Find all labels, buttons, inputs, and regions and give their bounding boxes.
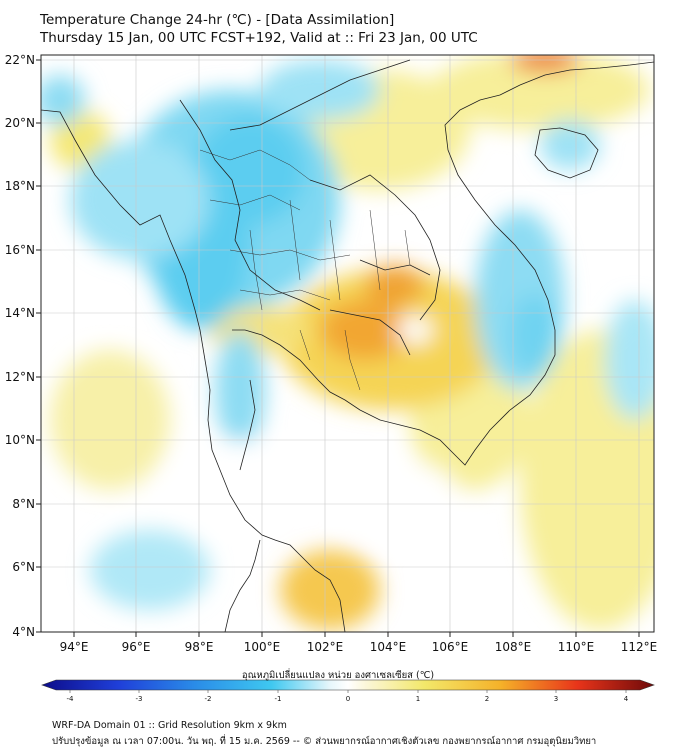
lon-tick-label: 108°E	[495, 640, 532, 654]
coastlines	[41, 59, 654, 632]
lat-tick-label: 20°N	[5, 116, 35, 130]
map-title: Temperature Change 24-hr (℃) - [Data Ass…	[40, 12, 395, 28]
colorbar-tick: 4	[624, 695, 629, 703]
colorbar-tick: 3	[554, 695, 558, 703]
colorbar-tick: 2	[485, 695, 489, 703]
colorbar: -4 -3 -2 -1 0 1 2 3 4	[41, 679, 655, 703]
lat-tick-label: 12°N	[5, 370, 35, 384]
lon-tick-label: 98°E	[185, 640, 214, 654]
lon-tick-label: 94°E	[60, 640, 89, 654]
lat-tick-label: 8°N	[12, 497, 35, 511]
lat-tick-label: 10°N	[5, 433, 35, 447]
lon-tick-label: 100°E	[244, 640, 281, 654]
footer-credit: ปรับปรุงข้อมูล ณ เวลา 07:00น. วัน พฤ. ที…	[52, 736, 597, 747]
lat-tick-label: 6°N	[12, 560, 35, 574]
lon-tick-label: 102°E	[307, 640, 344, 654]
province-borders	[199, 149, 411, 391]
colorbar-label: อุณหภูมิเปลี่ยนแปลง หน่วย องศาเซลเซียส (…	[241, 670, 435, 681]
colorbar-tick: -4	[67, 695, 75, 703]
lat-tick-label: 18°N	[5, 179, 35, 193]
lat-tick-label: 14°N	[5, 306, 35, 320]
map-frame	[40, 54, 655, 633]
colorbar-tick: 1	[416, 695, 420, 703]
colorbar-gradient	[41, 679, 655, 691]
lon-tick-label: 106°E	[432, 640, 469, 654]
lon-tick-label: 112°E	[621, 640, 658, 654]
colorbar-tick: -2	[205, 695, 212, 703]
temperature-field	[41, 55, 654, 632]
lon-tick-label: 96°E	[122, 640, 151, 654]
map-subtitle: Thursday 15 Jan, 00 UTC FCST+192, Valid …	[40, 30, 478, 46]
lon-tick-label: 110°E	[558, 640, 595, 654]
colorbar-tick: -3	[136, 695, 143, 703]
colorbar-tick: -1	[275, 695, 282, 703]
axis-ticks	[36, 59, 640, 637]
colorbar-tick: 0	[346, 695, 350, 703]
lon-tick-label: 104°E	[370, 640, 407, 654]
lat-tick-label: 16°N	[5, 243, 35, 257]
footer-domain-info: WRF-DA Domain 01 :: Grid Resolution 9km …	[52, 720, 287, 731]
lat-tick-label: 22°N	[5, 53, 35, 67]
lat-tick-label: 4°N	[12, 625, 35, 639]
